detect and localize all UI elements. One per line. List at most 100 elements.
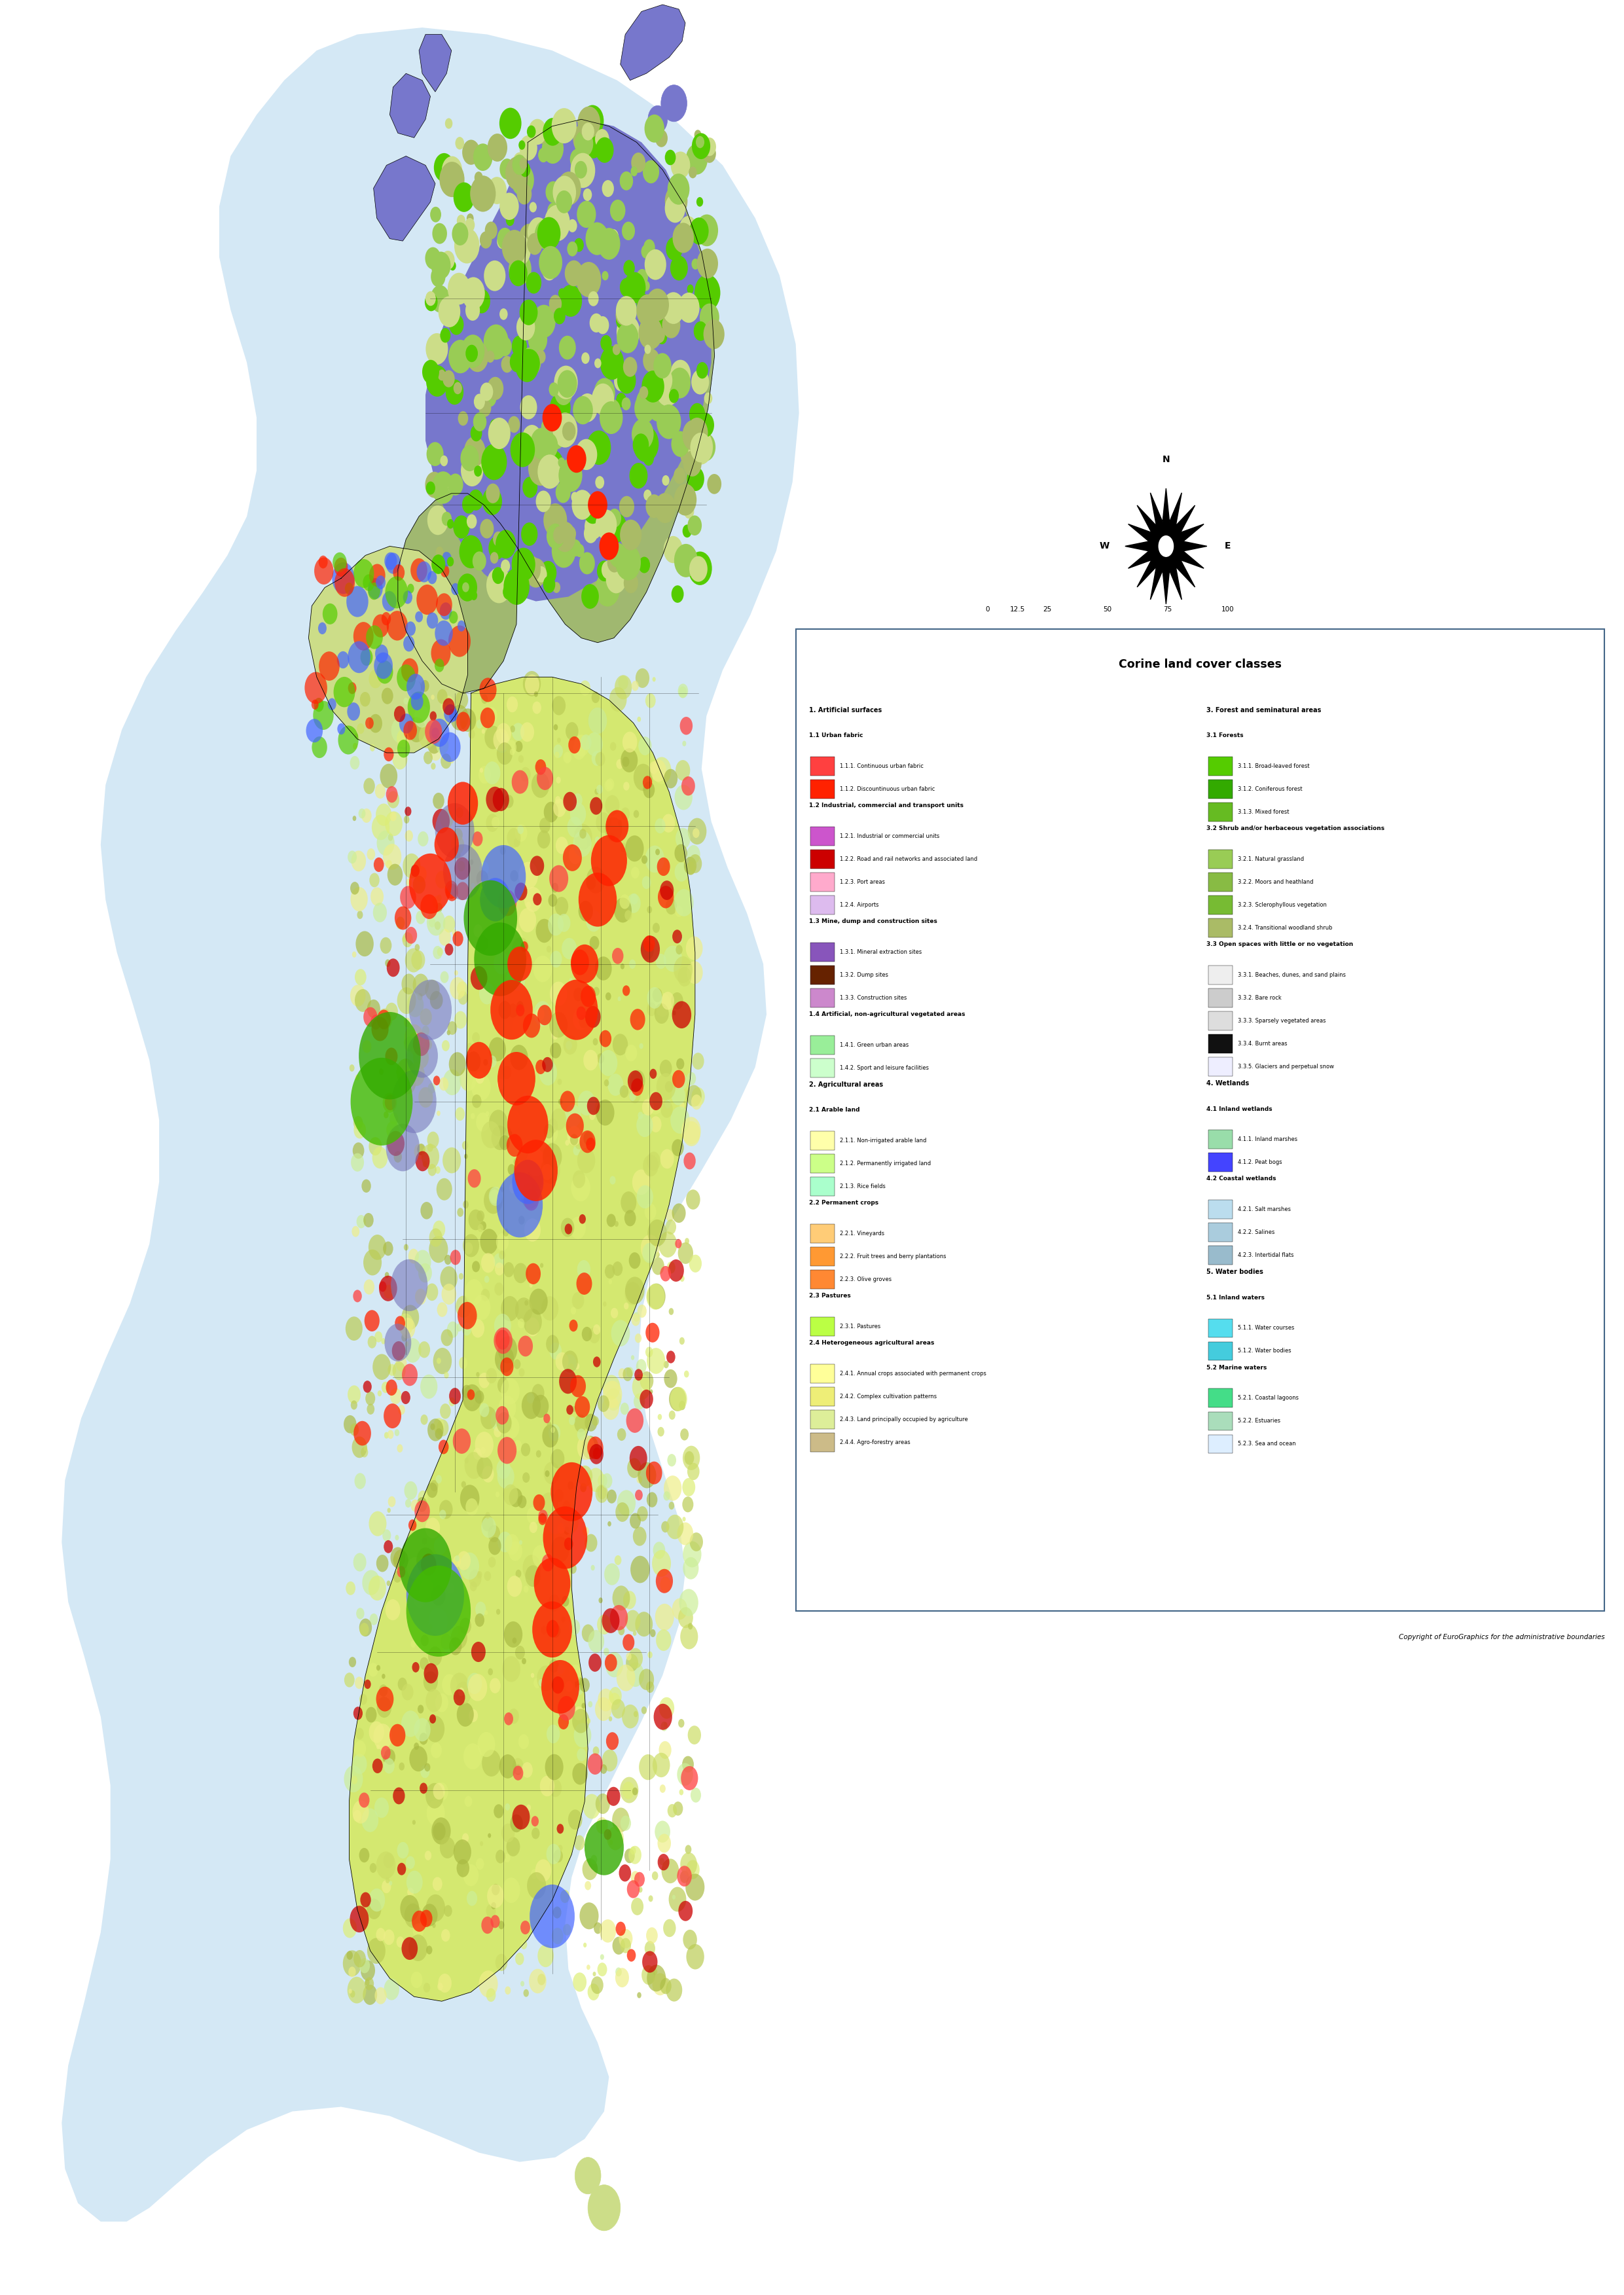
Circle shape <box>414 1590 425 1606</box>
Circle shape <box>664 1721 667 1728</box>
Circle shape <box>603 1375 620 1400</box>
Circle shape <box>521 1182 539 1209</box>
Circle shape <box>695 565 706 581</box>
Circle shape <box>661 1721 667 1730</box>
Circle shape <box>404 1499 411 1508</box>
Circle shape <box>512 549 536 581</box>
Circle shape <box>445 943 453 955</box>
Circle shape <box>552 1030 559 1040</box>
Circle shape <box>567 1405 573 1414</box>
Circle shape <box>645 1203 656 1221</box>
Circle shape <box>458 861 464 872</box>
Circle shape <box>606 1733 619 1751</box>
Circle shape <box>367 1001 380 1019</box>
Polygon shape <box>309 546 468 753</box>
Circle shape <box>437 895 442 902</box>
Circle shape <box>689 404 705 425</box>
Circle shape <box>497 1051 536 1106</box>
Circle shape <box>594 358 601 367</box>
Text: 1.3.2. Dump sites: 1.3.2. Dump sites <box>840 973 888 978</box>
Circle shape <box>689 551 711 585</box>
Circle shape <box>477 1209 484 1221</box>
Circle shape <box>354 734 359 739</box>
Circle shape <box>437 1418 448 1437</box>
Circle shape <box>455 1682 471 1705</box>
Circle shape <box>633 1393 645 1409</box>
Circle shape <box>632 1354 635 1361</box>
Circle shape <box>606 778 614 789</box>
Circle shape <box>542 1143 562 1170</box>
Circle shape <box>435 1694 448 1712</box>
Circle shape <box>630 326 637 335</box>
Bar <box>1208 872 1233 890</box>
Circle shape <box>596 753 606 767</box>
Circle shape <box>637 1476 641 1483</box>
Circle shape <box>377 1010 391 1028</box>
Circle shape <box>398 1565 406 1577</box>
Circle shape <box>412 1909 427 1932</box>
Circle shape <box>656 955 666 968</box>
Circle shape <box>646 1462 663 1485</box>
Circle shape <box>586 1719 591 1724</box>
Circle shape <box>542 1506 588 1570</box>
Circle shape <box>395 1535 400 1540</box>
Circle shape <box>557 1524 565 1533</box>
Circle shape <box>352 815 356 822</box>
Circle shape <box>567 1226 573 1232</box>
Bar <box>1208 1320 1233 1338</box>
Circle shape <box>518 1320 525 1329</box>
Circle shape <box>400 1528 451 1602</box>
Circle shape <box>492 567 503 583</box>
Circle shape <box>385 1749 395 1765</box>
Circle shape <box>603 1301 606 1306</box>
Circle shape <box>425 721 442 744</box>
Circle shape <box>559 516 565 528</box>
Circle shape <box>617 565 627 576</box>
Bar <box>1208 895 1233 913</box>
Circle shape <box>354 1678 364 1689</box>
Circle shape <box>650 1115 661 1131</box>
Circle shape <box>547 1118 559 1134</box>
Bar <box>1199 631 1228 654</box>
Circle shape <box>473 1033 479 1042</box>
Circle shape <box>408 679 412 688</box>
Circle shape <box>352 1799 369 1825</box>
Circle shape <box>643 936 654 952</box>
Circle shape <box>448 709 458 721</box>
Circle shape <box>641 246 651 259</box>
Circle shape <box>536 1060 546 1074</box>
Circle shape <box>461 1384 471 1398</box>
Circle shape <box>469 861 474 865</box>
Circle shape <box>422 1161 427 1168</box>
Text: Corine land cover classes: Corine land cover classes <box>1119 659 1281 670</box>
Circle shape <box>525 1565 541 1586</box>
Circle shape <box>424 1671 438 1691</box>
Circle shape <box>541 1297 559 1320</box>
Circle shape <box>489 418 510 450</box>
Circle shape <box>419 1088 434 1108</box>
Circle shape <box>365 1978 374 1990</box>
Circle shape <box>554 365 578 399</box>
Circle shape <box>663 1919 676 1937</box>
Circle shape <box>656 1629 671 1650</box>
Circle shape <box>637 716 641 723</box>
Circle shape <box>383 1978 400 2001</box>
Circle shape <box>430 991 443 1010</box>
Circle shape <box>378 1276 398 1301</box>
Circle shape <box>396 1444 403 1453</box>
Circle shape <box>507 1134 523 1157</box>
Circle shape <box>674 484 697 516</box>
Circle shape <box>552 1907 562 1919</box>
Circle shape <box>570 978 573 982</box>
Circle shape <box>481 1407 497 1430</box>
Circle shape <box>555 796 560 803</box>
Circle shape <box>471 966 487 989</box>
Circle shape <box>359 1623 369 1636</box>
Circle shape <box>624 783 630 789</box>
Circle shape <box>414 1072 421 1081</box>
Circle shape <box>408 716 425 741</box>
Circle shape <box>409 679 422 695</box>
Circle shape <box>521 425 542 452</box>
Circle shape <box>521 941 528 952</box>
Circle shape <box>523 670 541 695</box>
